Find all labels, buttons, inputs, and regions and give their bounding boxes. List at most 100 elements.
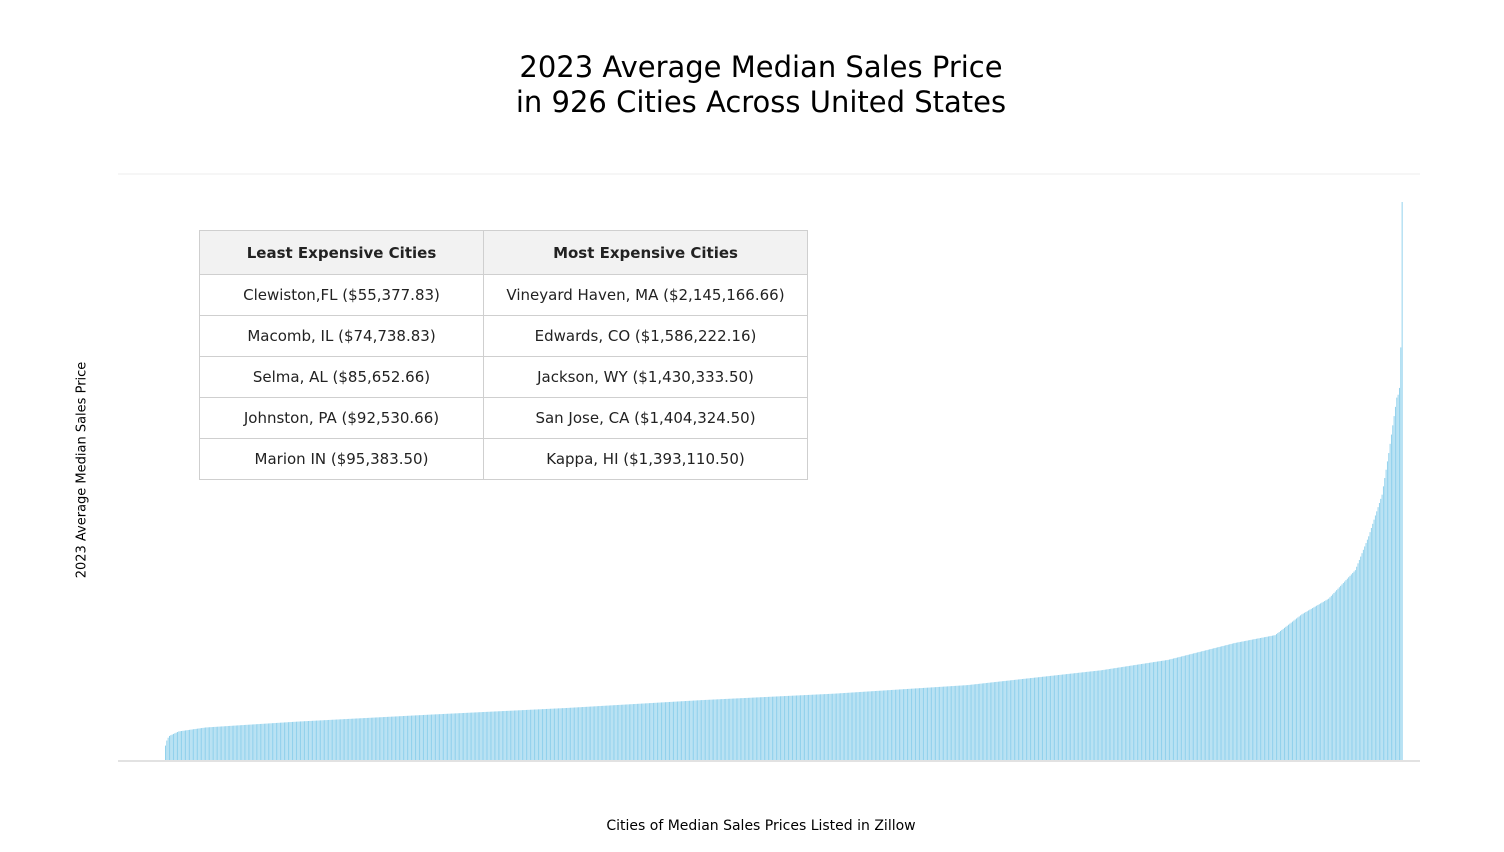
bar xyxy=(1234,642,1236,760)
bar xyxy=(206,727,208,760)
bar xyxy=(1119,667,1121,760)
bar xyxy=(1376,511,1378,760)
bar xyxy=(512,710,514,760)
bar xyxy=(1332,594,1334,760)
bar xyxy=(1275,634,1277,760)
bar xyxy=(1369,532,1371,760)
bar xyxy=(353,718,355,760)
bar xyxy=(753,697,755,760)
bar xyxy=(227,726,229,760)
bar xyxy=(826,693,828,760)
bar xyxy=(393,716,395,760)
bar xyxy=(648,703,650,760)
bar xyxy=(1027,678,1029,760)
bar xyxy=(959,685,961,760)
bar xyxy=(1392,425,1394,760)
bar xyxy=(1257,638,1259,760)
bar xyxy=(1080,672,1082,760)
bar xyxy=(746,697,748,760)
bar xyxy=(1034,677,1035,760)
bar xyxy=(710,699,712,760)
bar xyxy=(821,694,823,760)
bar xyxy=(1162,660,1164,760)
bar xyxy=(777,696,779,760)
bar xyxy=(1341,584,1343,760)
bar xyxy=(755,697,757,760)
bar xyxy=(579,707,581,760)
bar xyxy=(812,694,814,760)
bar xyxy=(437,714,439,760)
bar xyxy=(898,689,900,760)
bar xyxy=(662,702,664,760)
bar xyxy=(1193,653,1195,760)
bar xyxy=(401,716,403,760)
bar xyxy=(1050,675,1052,760)
bar xyxy=(243,724,245,760)
table-cell-most: Kappa, HI ($1,393,110.50) xyxy=(483,438,808,480)
bar xyxy=(1108,669,1110,760)
bar xyxy=(737,698,739,760)
bar xyxy=(492,711,494,760)
bar xyxy=(620,704,622,760)
bar xyxy=(551,708,553,760)
bar xyxy=(770,696,772,760)
bar xyxy=(1171,658,1173,760)
bar xyxy=(957,685,959,760)
bar xyxy=(521,710,523,760)
bar xyxy=(890,689,892,760)
bar xyxy=(465,712,467,760)
bar xyxy=(447,713,449,760)
bar xyxy=(1066,674,1068,760)
bar xyxy=(467,712,469,760)
bar xyxy=(503,711,505,760)
bar xyxy=(925,687,927,760)
bar xyxy=(1304,612,1306,760)
bar xyxy=(908,688,910,760)
bar xyxy=(1298,616,1300,760)
bar xyxy=(1322,601,1324,760)
bar xyxy=(231,725,233,760)
bar xyxy=(1039,677,1041,760)
bar xyxy=(979,683,981,760)
bar xyxy=(165,745,166,760)
bar xyxy=(917,688,919,760)
bar xyxy=(1165,660,1166,760)
bar xyxy=(234,725,236,760)
bar xyxy=(670,701,672,760)
bar xyxy=(286,722,288,760)
bar xyxy=(1100,670,1102,760)
bar xyxy=(687,700,689,760)
bar xyxy=(460,713,462,760)
bar xyxy=(279,722,281,760)
bar xyxy=(750,697,752,760)
bar xyxy=(1106,669,1108,760)
bar xyxy=(293,721,295,760)
bar xyxy=(626,704,628,760)
bar xyxy=(554,708,556,760)
bar xyxy=(675,701,677,760)
bar xyxy=(550,708,551,760)
bar xyxy=(1296,618,1298,760)
bar xyxy=(679,701,681,760)
bar xyxy=(477,712,479,760)
bar xyxy=(507,710,509,760)
bar xyxy=(1064,674,1066,760)
bar xyxy=(848,692,850,760)
bar xyxy=(919,688,920,760)
bar xyxy=(1142,663,1144,760)
bar xyxy=(1290,622,1292,760)
bar xyxy=(406,715,408,760)
bar xyxy=(1394,406,1396,760)
bar xyxy=(1381,494,1383,760)
bar xyxy=(269,723,271,760)
bar xyxy=(1043,676,1045,760)
bar xyxy=(996,681,998,760)
bar xyxy=(1028,678,1030,760)
bar xyxy=(1147,662,1149,760)
bar xyxy=(788,695,789,760)
bar xyxy=(1302,613,1304,760)
bar xyxy=(322,720,324,760)
bar xyxy=(1023,678,1025,760)
bar xyxy=(1042,676,1043,760)
bar xyxy=(325,720,327,760)
